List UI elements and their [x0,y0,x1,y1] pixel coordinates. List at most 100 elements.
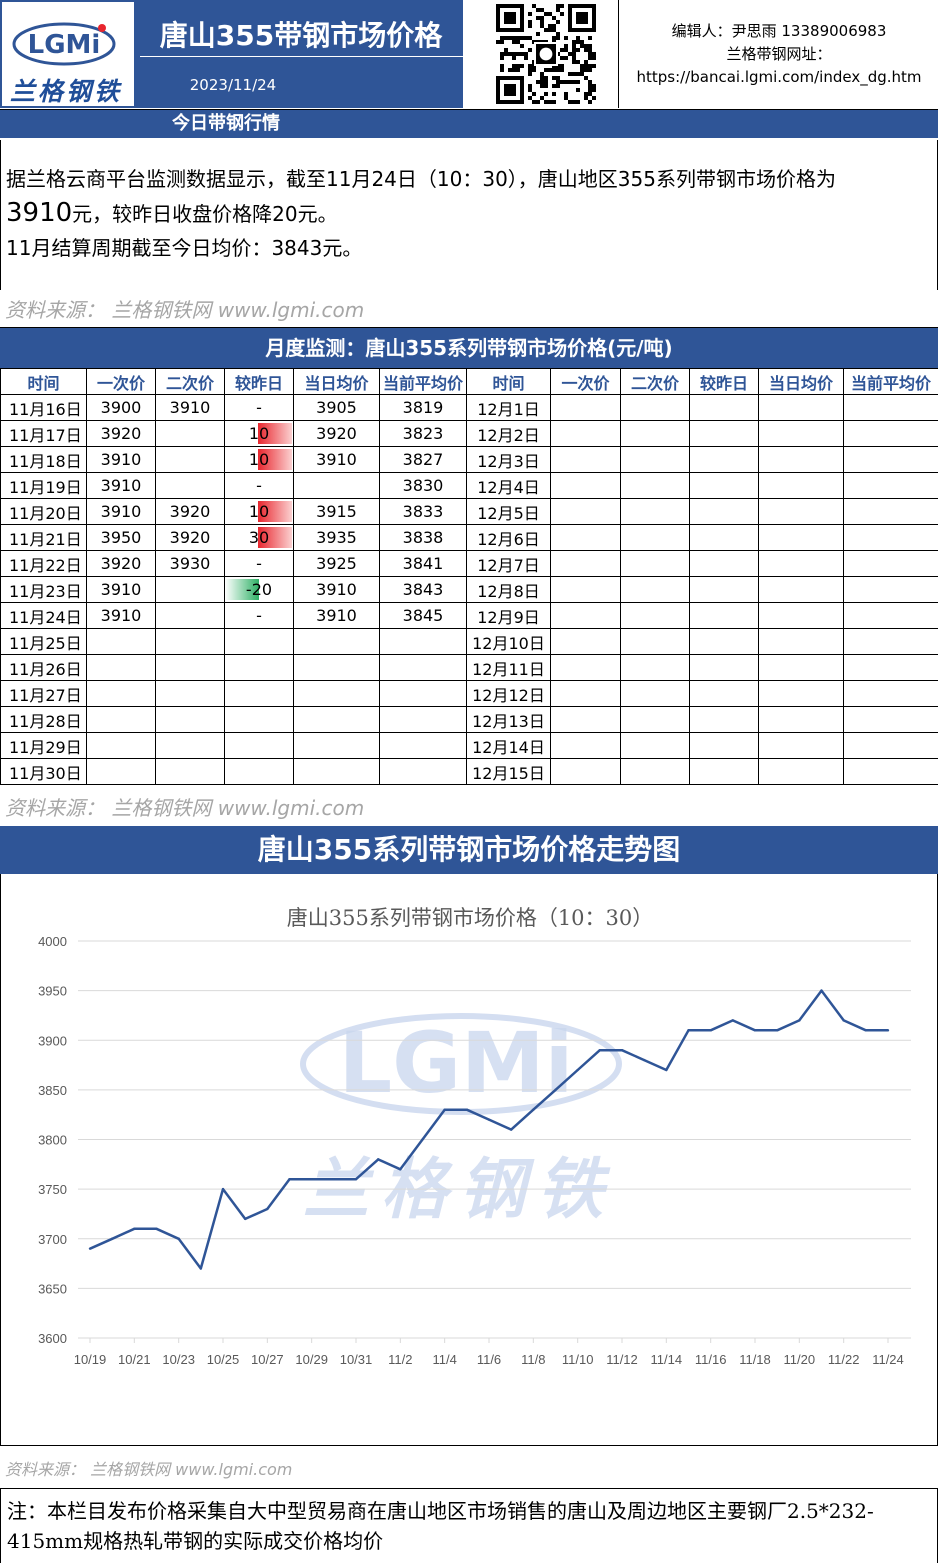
first-price-cell: 3910 [86,576,156,603]
table-row: 11月27日 12月12日 [0,680,938,707]
empty-cell [689,550,759,577]
first-price-cell: 3910 [86,446,156,473]
day-average-cell: 3935 [293,524,380,551]
date-cell: 11月19日 [0,472,87,499]
change-bar-up [258,449,292,470]
divider [0,327,938,328]
source-note-3: 资料来源： 兰格钢铁网 www.lgmi.com [5,1460,293,1479]
first-price-cell [86,680,156,707]
site-label: 兰格带钢网址： [726,45,832,63]
second-price-cell [155,732,225,759]
date-cell: 12月10日 [466,628,551,655]
day-average-cell [293,472,380,499]
change-value: 10 [248,450,270,469]
data-point [532,1108,535,1111]
monthly-section-title: 月度监测：唐山355系列带钢市场价格(元/吨) [265,336,673,360]
data-point [155,1227,158,1231]
empty-cell [689,732,759,759]
table-row: 11月17日 3920 10 3920 3823 12月2日 [0,420,938,447]
date-cell: 12月9日 [466,602,551,629]
x-tick-label: 11/18 [739,1352,771,1367]
change-cell [224,758,294,785]
empty-cell [758,654,844,681]
empty-cell [620,680,690,707]
second-price-cell: 3920 [155,498,225,525]
svg-text:LGMi: LGMi [28,30,101,60]
monthly-price-table: 时间 一次价 二次价 较昨日 当日均价 当前平均价 时间 一次价 二次价 较昨日 当日均价 当前平均价… [0,368,938,785]
empty-cell [758,680,844,707]
report-date: 2023/11/24 [189,76,277,94]
first-price-cell: 3910 [86,498,156,525]
empty-cell [620,706,690,733]
x-tick-label: 11/8 [521,1352,545,1367]
empty-cell [758,758,844,785]
x-tick-label: 11/16 [695,1352,727,1367]
running-average-cell: 3819 [379,394,467,421]
x-tick-label: 11/12 [606,1352,638,1367]
running-average-cell: 3843 [379,576,467,603]
day-average-cell [293,732,380,759]
change-value: - [256,398,262,417]
first-price-cell: 3910 [86,472,156,499]
date-cell: 12月15日 [466,758,551,785]
first-price-cell: 3900 [86,394,156,421]
first-price-cell: 3920 [86,420,156,447]
empty-cell [620,420,690,447]
empty-cell [689,524,759,551]
first-price-cell [86,706,156,733]
empty-cell [843,420,938,447]
empty-cell [550,628,621,655]
change-bar-up [258,527,292,548]
empty-cell [550,732,621,759]
change-bar-up [258,423,292,444]
running-average-cell: 3845 [379,602,467,629]
y-tick-label: 4000 [38,934,67,949]
data-point [199,1267,203,1270]
date-cell: 12月1日 [466,394,551,421]
empty-cell [758,706,844,733]
data-point [554,1088,557,1092]
empty-cell [843,394,938,421]
x-tick-label: 10/29 [295,1352,328,1367]
day-average-cell: 3910 [293,602,380,629]
data-point [399,1168,402,1171]
second-price-cell [155,758,225,785]
empty-cell [689,576,759,603]
empty-cell [843,706,938,733]
column-header: 时间 [0,368,87,395]
x-tick-label: 10/31 [340,1352,373,1367]
empty-cell [758,628,844,655]
y-tick-label: 3700 [38,1232,67,1247]
empty-cell [550,602,621,629]
data-point [88,1247,92,1250]
site-url[interactable]: https://bancai.lgmi.com/index_dg.htm [636,68,922,86]
date-cell: 11月26日 [0,654,87,681]
empty-cell [689,628,759,655]
empty-cell [550,394,621,421]
data-point [266,1207,269,1211]
empty-cell [550,524,621,551]
column-header: 当日均价 [293,368,380,395]
empty-cell [843,524,938,551]
data-point [753,1029,757,1032]
current-price: 3910 [6,198,73,228]
first-price-cell: 3910 [86,602,156,629]
data-point [598,1048,602,1052]
page-title: 唐山355带钢市场价格 [159,19,443,52]
running-average-cell [379,758,467,785]
empty-cell [758,446,844,473]
running-average-cell: 3841 [379,550,467,577]
empty-cell [550,420,621,447]
data-point [376,1158,380,1161]
empty-cell [550,576,621,603]
empty-cell [620,550,690,577]
empty-cell [689,420,759,447]
table-row: 11月20日 3910 3920 10 3915 3833 12月5日 [0,498,938,525]
empty-cell [689,472,759,499]
empty-cell [758,420,844,447]
data-point [332,1178,336,1181]
column-header: 一次价 [550,368,621,395]
table-row: 11月19日 3910 - 3830 12月4日 [0,472,938,499]
change-cell [224,680,294,707]
editor-line: 编辑人：尹思雨 13389006983 [671,22,887,40]
